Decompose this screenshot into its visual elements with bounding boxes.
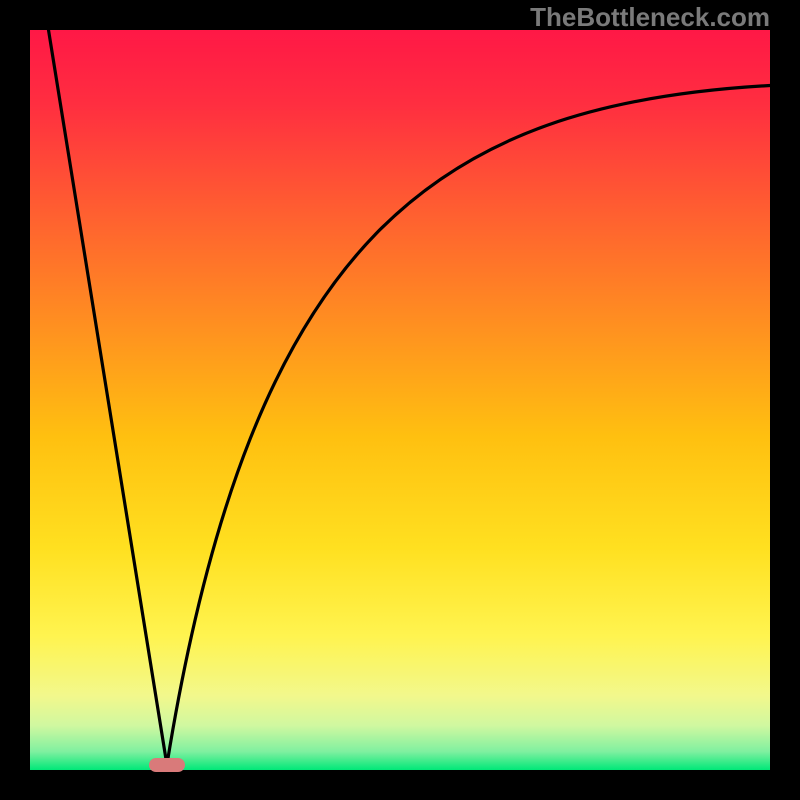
watermark-text: TheBottleneck.com	[530, 2, 770, 33]
chart-container: TheBottleneck.com	[0, 0, 800, 800]
bottleneck-curve	[30, 30, 770, 770]
plot-area	[30, 30, 770, 770]
optimal-marker	[149, 758, 185, 772]
